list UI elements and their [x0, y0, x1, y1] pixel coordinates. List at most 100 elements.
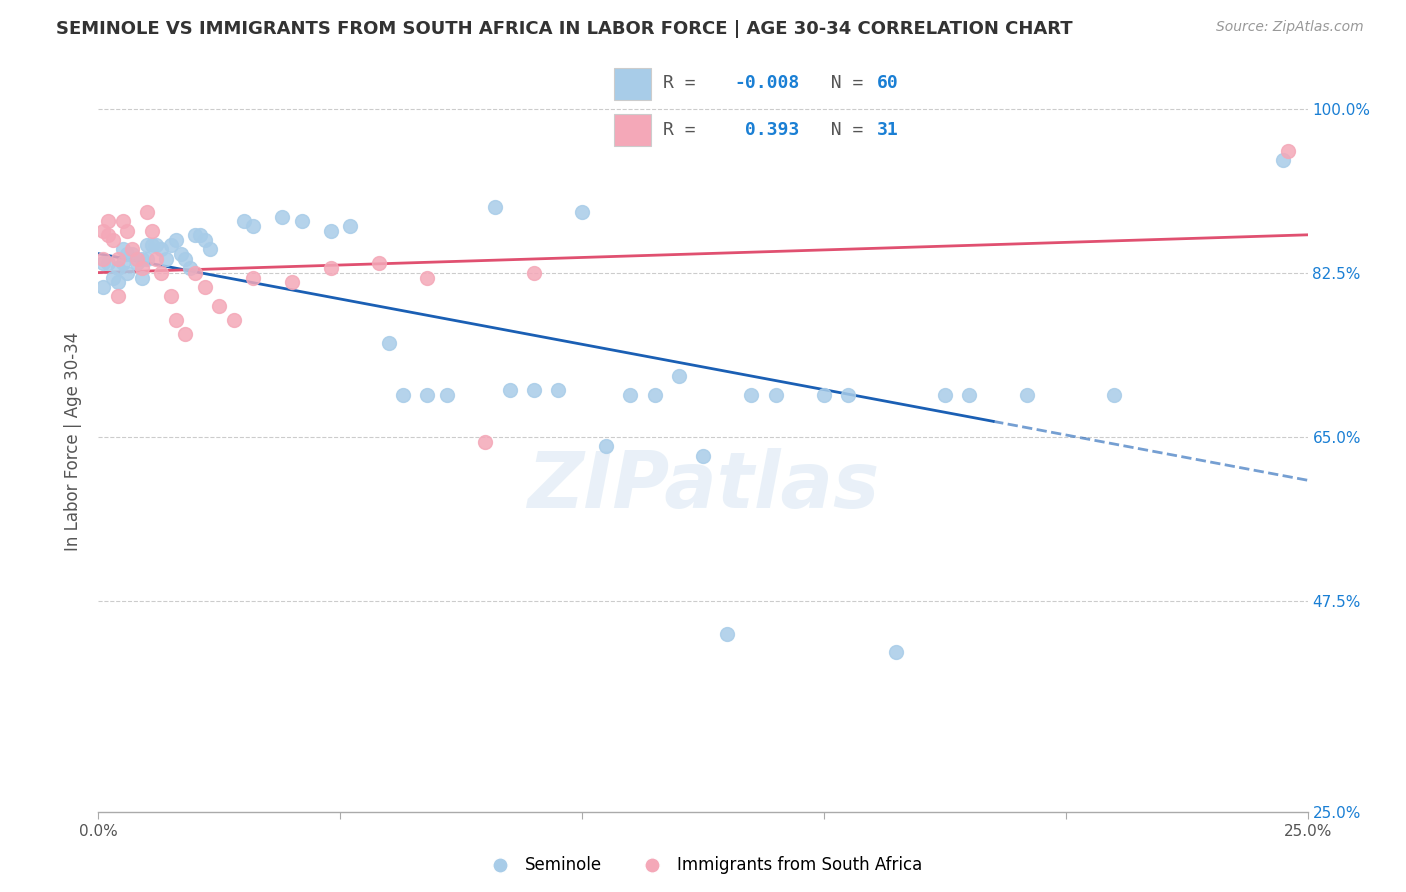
Point — [141, 237, 163, 252]
Point — [91, 252, 114, 266]
Bar — [614, 114, 651, 146]
Point — [1015, 387, 1038, 401]
Point — [644, 387, 666, 401]
Point — [319, 224, 342, 238]
Point — [127, 252, 149, 266]
Text: SEMINOLE VS IMMIGRANTS FROM SOUTH AFRICA IN LABOR FORCE | AGE 30-34 CORRELATION : SEMINOLE VS IMMIGRANTS FROM SOUTH AFRICA… — [56, 20, 1073, 37]
Point — [416, 270, 439, 285]
Point — [188, 228, 211, 243]
Point — [91, 280, 114, 294]
Point — [184, 266, 207, 280]
Point — [179, 261, 201, 276]
Point — [160, 289, 183, 303]
Point — [150, 243, 173, 257]
Point — [1272, 153, 1295, 168]
Point — [198, 243, 221, 257]
Point — [208, 299, 231, 313]
Point — [174, 252, 197, 266]
Point — [131, 252, 153, 266]
Point — [150, 266, 173, 280]
Text: 0.393: 0.393 — [734, 120, 800, 138]
Point — [107, 275, 129, 289]
Text: Source: ZipAtlas.com: Source: ZipAtlas.com — [1216, 20, 1364, 34]
Point — [141, 224, 163, 238]
Point — [111, 256, 134, 270]
Text: N =: N = — [808, 120, 875, 138]
Point — [392, 387, 415, 401]
Text: R =: R = — [664, 75, 707, 93]
Point — [271, 210, 294, 224]
Point — [121, 243, 143, 257]
Point — [377, 336, 399, 351]
Point — [135, 252, 157, 266]
Point — [1277, 144, 1299, 158]
Point — [595, 439, 617, 453]
Point — [165, 312, 187, 326]
Text: 31: 31 — [877, 120, 898, 138]
Point — [242, 270, 264, 285]
Point — [135, 205, 157, 219]
Point — [194, 233, 217, 247]
Point — [319, 261, 342, 276]
Point — [668, 368, 690, 383]
Point — [169, 247, 191, 261]
Point — [101, 270, 124, 285]
Point — [571, 205, 593, 219]
Point — [484, 200, 506, 214]
Point — [160, 237, 183, 252]
Point — [91, 224, 114, 238]
Point — [692, 449, 714, 463]
Point — [498, 383, 520, 397]
Point — [242, 219, 264, 233]
Point — [957, 387, 980, 401]
Point — [281, 275, 304, 289]
Point — [339, 219, 361, 233]
Point — [740, 387, 762, 401]
Point — [165, 233, 187, 247]
Point — [222, 312, 245, 326]
Point — [107, 252, 129, 266]
Text: R =: R = — [664, 120, 707, 138]
Point — [174, 326, 197, 341]
Point — [184, 228, 207, 243]
Text: -0.008: -0.008 — [734, 75, 800, 93]
Point — [523, 266, 546, 280]
Point — [111, 214, 134, 228]
Point — [135, 237, 157, 252]
Point — [837, 387, 859, 401]
Bar — [614, 68, 651, 100]
Point — [127, 256, 149, 270]
Point — [547, 383, 569, 397]
Point — [619, 387, 641, 401]
Point — [886, 645, 908, 659]
Point — [111, 243, 134, 257]
Text: ZIPatlas: ZIPatlas — [527, 448, 879, 524]
Point — [1102, 387, 1125, 401]
Point — [97, 214, 120, 228]
Point — [107, 261, 129, 276]
Point — [436, 387, 458, 401]
Point — [121, 247, 143, 261]
Point — [145, 252, 167, 266]
Point — [290, 214, 312, 228]
Point — [101, 233, 124, 247]
Y-axis label: In Labor Force | Age 30-34: In Labor Force | Age 30-34 — [65, 332, 83, 551]
Point — [155, 252, 177, 266]
Point — [523, 383, 546, 397]
Point — [232, 214, 254, 228]
Point — [368, 256, 391, 270]
Text: N =: N = — [808, 75, 875, 93]
Point — [716, 626, 738, 640]
Point — [765, 387, 787, 401]
Point — [91, 256, 114, 270]
Point — [194, 280, 217, 294]
Point — [97, 228, 120, 243]
Point — [117, 224, 139, 238]
Point — [97, 256, 120, 270]
Point — [131, 270, 153, 285]
Point — [934, 387, 956, 401]
Legend: Seminole, Immigrants from South Africa: Seminole, Immigrants from South Africa — [477, 850, 929, 881]
Point — [416, 387, 439, 401]
Point — [131, 261, 153, 276]
Text: 60: 60 — [877, 75, 898, 93]
